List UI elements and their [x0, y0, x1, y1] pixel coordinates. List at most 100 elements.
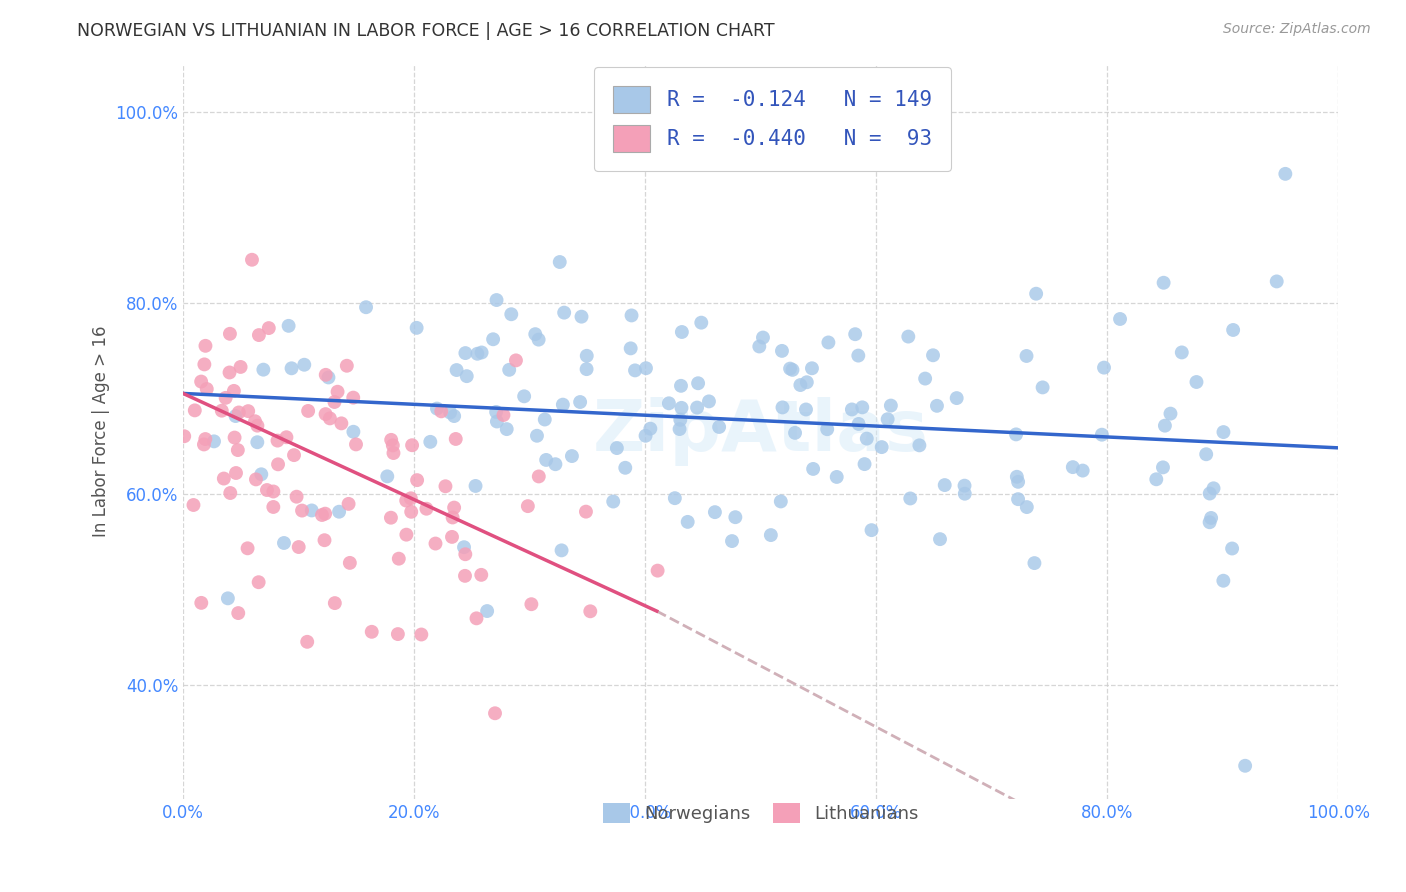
- Point: [800, 361, 823, 376]
- Point: [395, 493, 418, 508]
- Point: [354, 300, 377, 314]
- Point: [425, 536, 447, 550]
- Point: [853, 457, 876, 471]
- Point: [520, 597, 543, 611]
- Point: [1265, 275, 1288, 289]
- Point: [287, 540, 309, 554]
- Point: [314, 507, 336, 521]
- Point: [405, 321, 427, 335]
- Point: [318, 370, 340, 384]
- Point: [953, 478, 976, 492]
- Point: [1195, 447, 1218, 461]
- Point: [658, 396, 681, 410]
- Point: [228, 405, 250, 419]
- Point: [769, 494, 792, 508]
- Point: [1005, 427, 1028, 442]
- Point: [439, 405, 461, 419]
- Point: [671, 401, 693, 415]
- Point: [1015, 500, 1038, 514]
- Point: [280, 361, 302, 376]
- Point: [953, 486, 976, 500]
- Point: [1171, 345, 1194, 359]
- Point: [211, 403, 233, 417]
- Point: [465, 611, 488, 625]
- Point: [505, 353, 527, 368]
- Point: [846, 349, 869, 363]
- Point: [1007, 475, 1029, 489]
- Point: [406, 473, 429, 487]
- Point: [454, 547, 477, 561]
- Point: [668, 422, 690, 436]
- Point: [1062, 460, 1084, 475]
- Point: [225, 466, 247, 480]
- Point: [273, 536, 295, 550]
- Point: [193, 358, 215, 372]
- Point: [262, 484, 284, 499]
- Point: [1032, 380, 1054, 394]
- Point: [1274, 167, 1296, 181]
- Point: [467, 347, 489, 361]
- Point: [634, 361, 657, 376]
- Point: [817, 335, 839, 350]
- Point: [430, 404, 453, 418]
- Point: [395, 527, 418, 541]
- Point: [1202, 481, 1225, 495]
- Point: [789, 378, 811, 392]
- Point: [770, 343, 793, 358]
- Point: [1091, 427, 1114, 442]
- Point: [330, 417, 353, 431]
- Point: [569, 395, 592, 409]
- Point: [399, 505, 422, 519]
- Point: [399, 491, 422, 506]
- Point: [688, 376, 710, 391]
- Point: [544, 457, 567, 471]
- Point: [534, 453, 557, 467]
- Point: [922, 348, 945, 362]
- Point: [382, 446, 405, 460]
- Point: [315, 407, 337, 421]
- Point: [257, 321, 280, 335]
- Point: [214, 391, 236, 405]
- Point: [1144, 472, 1167, 486]
- Point: [277, 318, 299, 333]
- Point: [686, 401, 709, 415]
- Point: [908, 438, 931, 452]
- Point: [225, 409, 247, 423]
- Point: [697, 394, 720, 409]
- Point: [1222, 323, 1244, 337]
- Point: [876, 412, 898, 426]
- Point: [551, 398, 574, 412]
- Point: [779, 361, 801, 376]
- Point: [224, 431, 246, 445]
- Point: [323, 395, 346, 409]
- Point: [236, 541, 259, 556]
- Point: [1071, 464, 1094, 478]
- Point: [246, 435, 269, 450]
- Point: [482, 332, 505, 346]
- Y-axis label: In Labor Force | Age > 16: In Labor Force | Age > 16: [93, 326, 110, 537]
- Point: [870, 440, 893, 454]
- Point: [245, 472, 267, 486]
- Point: [454, 346, 477, 360]
- Point: [243, 414, 266, 428]
- Point: [640, 422, 662, 436]
- Point: [441, 510, 464, 524]
- Point: [283, 448, 305, 462]
- Point: [925, 399, 948, 413]
- Point: [292, 358, 315, 372]
- Point: [246, 418, 269, 433]
- Point: [929, 532, 952, 546]
- Point: [344, 437, 367, 451]
- Point: [319, 411, 342, 425]
- Point: [1153, 276, 1175, 290]
- Point: [388, 551, 411, 566]
- Point: [516, 499, 538, 513]
- Point: [897, 329, 920, 343]
- Point: [860, 523, 883, 537]
- Point: [285, 490, 308, 504]
- Point: [250, 467, 273, 482]
- Point: [266, 434, 288, 448]
- Point: [297, 404, 319, 418]
- Point: [426, 401, 449, 416]
- Point: [360, 624, 382, 639]
